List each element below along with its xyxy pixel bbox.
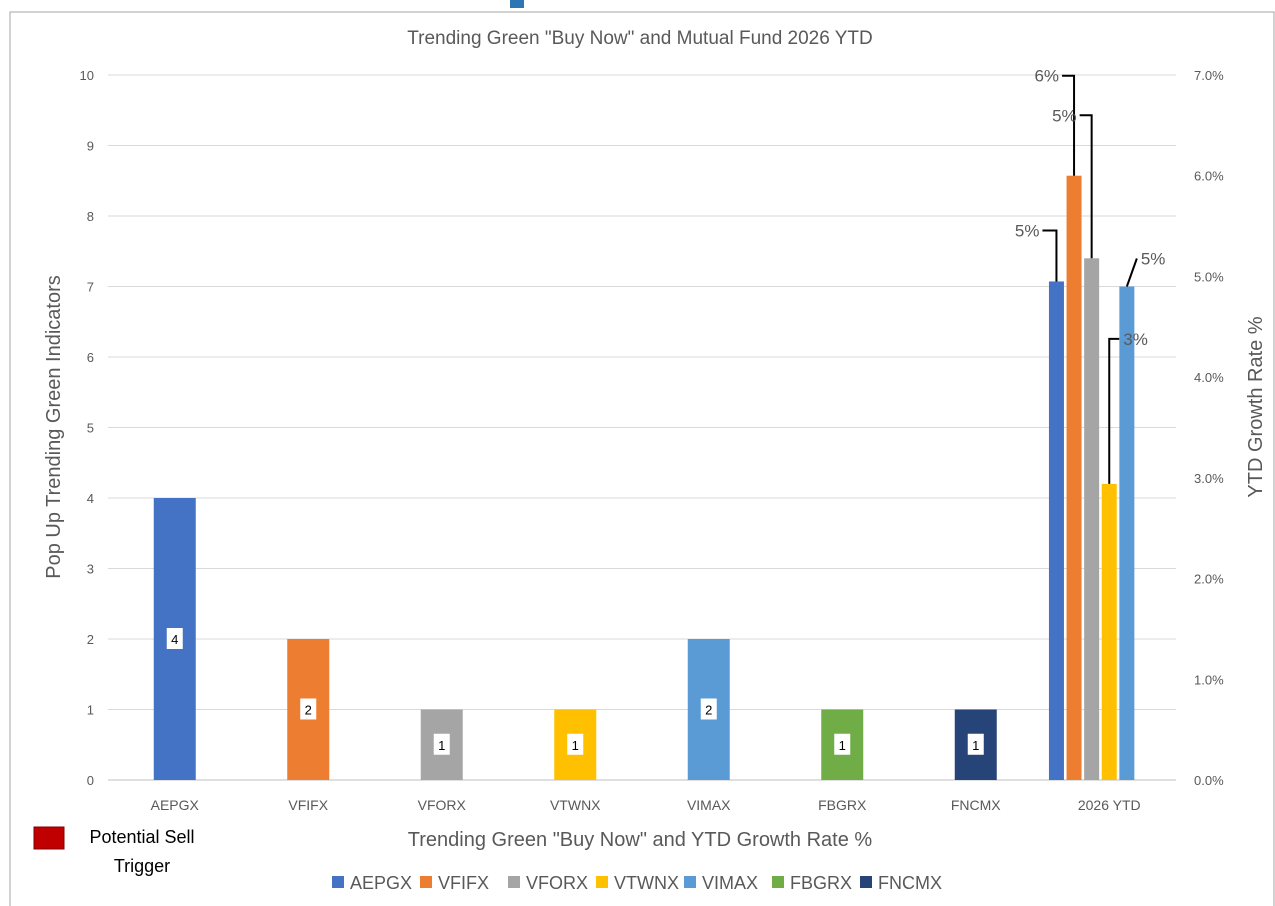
leader-line	[1108, 337, 1120, 484]
legend-label: AEPGX	[350, 873, 412, 893]
y-tick-label: 6	[87, 350, 94, 365]
x-tick-label: VFIFX	[288, 797, 328, 813]
leader-line	[1042, 229, 1058, 282]
x-tick-label: VTWNX	[550, 797, 601, 813]
data-label-box	[300, 698, 317, 720]
sell-trigger-label-line1: Potential Sell	[89, 827, 194, 847]
data-label: 2	[305, 703, 312, 718]
legend-swatch	[860, 876, 872, 888]
legend-label: VFIFX	[438, 873, 489, 893]
legend-swatch	[684, 876, 696, 888]
legend-swatch	[508, 876, 520, 888]
chart-title: Trending Green "Buy Now" and Mutual Fund…	[407, 28, 873, 49]
x-axis-label: Trending Green "Buy Now" and YTD Growth …	[408, 829, 873, 851]
legend-label: VIMAX	[702, 873, 758, 893]
data-label: 1	[839, 738, 846, 753]
y-axis-label: Pop Up Trending Green Indicators	[43, 275, 65, 579]
y2-tick-label: 3.0%	[1194, 471, 1224, 486]
y2-tick-label: 4.0%	[1194, 370, 1224, 385]
x-axis-ticks: AEPGX VFIFX VFORX VTWNX VIMAX FBGRX FNCMX 2026 …	[151, 797, 1141, 813]
ytd-data-label: 5%	[1015, 221, 1040, 240]
y2-tick-label: 7.0%	[1194, 68, 1224, 83]
legend-swatch	[772, 876, 784, 888]
data-label-box	[433, 733, 450, 755]
y2-tick-label: 2.0%	[1194, 572, 1224, 587]
y-tick-label: 9	[87, 139, 94, 154]
y2-tick-label: 6.0%	[1194, 169, 1224, 184]
x-tick-label: FNCMX	[951, 797, 1001, 813]
legend-swatch	[596, 876, 608, 888]
x-tick-label: AEPGX	[151, 797, 200, 813]
leader-lines	[1042, 74, 1138, 484]
y2-axis-ticks: 0.0% 1.0% 2.0% 3.0% 4.0% 5.0% 6.0% 7.0%	[1194, 68, 1224, 788]
leader-line	[1125, 258, 1138, 287]
ytd-data-label: 5%	[1141, 250, 1166, 269]
y-tick-label: 7	[87, 280, 94, 295]
ytd-bar	[1119, 286, 1135, 780]
data-label-box	[700, 698, 717, 720]
data-label: 1	[438, 738, 445, 753]
y2-tick-label: 0.0%	[1194, 773, 1224, 788]
y2-tick-label: 1.0%	[1194, 672, 1224, 687]
data-label-box	[166, 628, 183, 649]
x-tick-label: 2026 YTD	[1078, 797, 1141, 813]
y2-axis-label: YTD Growth Rate %	[1245, 316, 1267, 497]
y2-tick-label: 5.0%	[1194, 269, 1224, 284]
y-axis-ticks: 0 1 2 3 4 5 6 7 8 9 10	[80, 68, 94, 788]
data-label: 4	[171, 632, 178, 647]
leader-line	[1079, 114, 1093, 259]
data-label-box	[567, 733, 584, 755]
legend: AEPGX VFIFX VFORX VTWNX VIMAX FBGRX FNCMX	[332, 873, 942, 893]
legend-swatch	[332, 876, 344, 888]
y-tick-label: 2	[87, 632, 94, 647]
sell-trigger-swatch	[33, 826, 65, 850]
legend-label: FBGRX	[790, 873, 852, 893]
data-label: 1	[972, 738, 979, 753]
ytd-bar	[1048, 281, 1064, 780]
legend-label: VTWNX	[614, 873, 679, 893]
y-tick-label: 10	[80, 68, 94, 83]
data-label: 1	[572, 738, 579, 753]
data-label: 2	[705, 703, 712, 718]
y-tick-label: 3	[87, 562, 94, 577]
y-tick-label: 1	[87, 703, 94, 718]
y-tick-label: 8	[87, 209, 94, 224]
y-tick-label: 0	[87, 773, 94, 788]
legend-label: FNCMX	[878, 873, 942, 893]
legend-swatch	[420, 876, 432, 888]
data-label-box	[967, 733, 984, 755]
gridlines	[108, 74, 1176, 781]
leader-line	[1062, 74, 1076, 176]
x-tick-label: VFORX	[418, 797, 467, 813]
ytd-bar	[1084, 258, 1100, 780]
data-label-box	[834, 733, 851, 755]
x-tick-label: FBGRX	[818, 797, 867, 813]
data-labels: 4 2 1 1 2 1 1 5% 6% 5% 3% 5%	[166, 67, 1166, 755]
y-tick-label: 4	[87, 491, 94, 506]
sell-trigger-label-line2: Trigger	[114, 856, 170, 876]
x-tick-label: VIMAX	[687, 797, 731, 813]
ytd-bar	[1066, 175, 1082, 780]
ytd-data-label: 5%	[1052, 106, 1077, 125]
y-tick-label: 5	[87, 421, 94, 436]
ytd-bar	[1101, 483, 1117, 780]
ytd-data-label: 3%	[1123, 330, 1148, 349]
ytd-data-label: 6%	[1034, 67, 1059, 86]
legend-label: VFORX	[526, 873, 588, 893]
header-sliver	[510, 0, 524, 8]
